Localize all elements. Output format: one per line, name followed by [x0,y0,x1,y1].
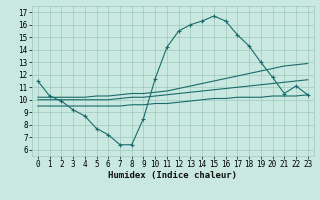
X-axis label: Humidex (Indice chaleur): Humidex (Indice chaleur) [108,171,237,180]
